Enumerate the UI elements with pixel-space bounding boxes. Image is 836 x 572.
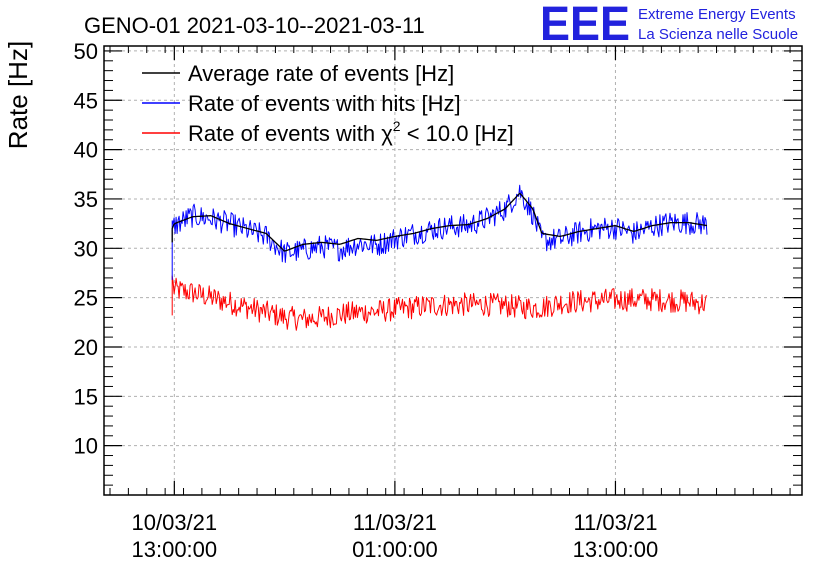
brand-line1: Extreme Energy Events	[638, 6, 796, 23]
chart-title: GENO-01 2021-03-10--2021-03-11	[84, 13, 425, 38]
axis-ticks: 10152025303540455010/03/2113:00:0011/03/…	[74, 39, 802, 562]
brand-logo: EEE Extreme Energy Events La Scienza nel…	[540, 0, 798, 51]
y-tick-label: 10	[74, 434, 98, 459]
x-tick-date: 11/03/21	[353, 510, 437, 535]
x-tick-date: 11/03/21	[573, 510, 657, 535]
x-tick-date: 10/03/21	[132, 510, 218, 535]
series-line	[171, 184, 708, 280]
y-tick-label: 40	[74, 138, 98, 163]
y-tick-label: 35	[74, 187, 98, 212]
y-axis-label: Rate [Hz]	[3, 41, 33, 149]
plot-frame	[103, 45, 803, 496]
x-tick-time: 13:00:00	[132, 537, 218, 562]
y-tick-label: 25	[74, 286, 98, 311]
y-tick-label: 30	[74, 236, 98, 261]
series-line	[171, 275, 708, 331]
y-tick-label: 45	[74, 88, 98, 113]
y-tick-label: 20	[74, 335, 98, 360]
legend-label-average: Average rate of events [Hz]	[188, 61, 454, 86]
chi-superscript: 2	[393, 118, 401, 134]
x-tick-time: 01:00:00	[352, 537, 438, 562]
chi-symbol: χ	[381, 121, 393, 146]
x-tick-time: 13:00:00	[573, 537, 659, 562]
brand-line2: La Scienza nelle Scuole	[638, 26, 798, 43]
eee-logo-text: EEE	[540, 0, 630, 51]
series-layer	[171, 184, 708, 331]
legend-label-hits: Rate of events with hits [Hz]	[188, 91, 461, 116]
legend: Average rate of events [Hz] Rate of even…	[142, 61, 514, 146]
y-tick-label: 50	[74, 39, 98, 64]
y-tick-label: 15	[74, 384, 98, 409]
series-line	[171, 192, 708, 252]
legend-label-chi2: Rate of events with χ2 < 10.0 [Hz]	[188, 118, 514, 146]
